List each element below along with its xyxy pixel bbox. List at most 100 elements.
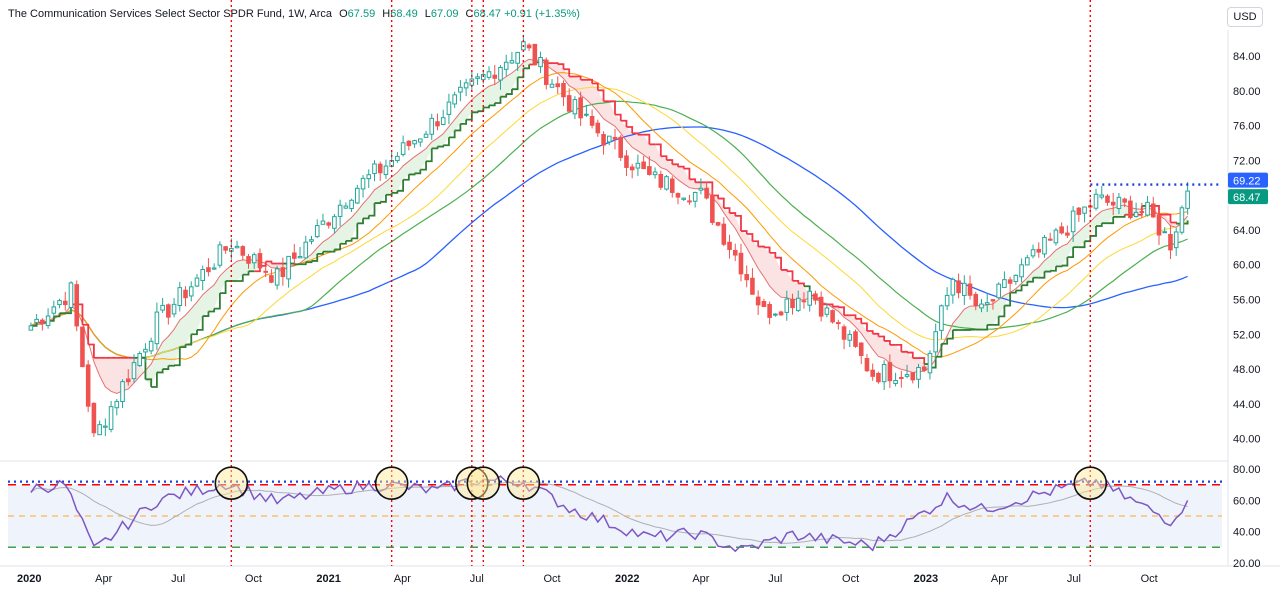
candle-body — [950, 278, 956, 296]
candle — [950, 277, 956, 304]
candle — [125, 369, 131, 386]
cloud-fill-segment — [111, 357, 117, 394]
candle — [395, 152, 400, 163]
trend-step-segment — [941, 338, 949, 345]
candle-body — [652, 171, 658, 176]
candle-body — [543, 59, 549, 85]
candle-body — [738, 252, 744, 275]
trend-step-segment — [763, 246, 771, 253]
price-axis-tick: 80.00 — [1233, 86, 1261, 98]
candle — [503, 54, 509, 76]
candle-body — [200, 269, 205, 282]
cloud-fill-segment — [620, 120, 627, 141]
time-axis-tick: Jul — [768, 573, 782, 585]
candle — [606, 135, 612, 146]
time-axis-tick: Apr — [394, 573, 411, 585]
candle-body — [584, 113, 589, 116]
trend-step-segment — [1118, 214, 1126, 218]
candle-body — [750, 277, 755, 295]
cloud-fill-segment — [328, 233, 335, 252]
trend-step-segment — [88, 343, 95, 358]
candle-body — [675, 193, 681, 198]
time-axis-tick: Apr — [95, 573, 112, 585]
candle-body — [1070, 210, 1076, 233]
cloud-fill-segment — [580, 79, 587, 100]
trend-step-segment — [655, 143, 662, 157]
currency-button[interactable]: USD — [1227, 7, 1263, 27]
open-label: O — [339, 8, 348, 20]
trend-step-segment — [156, 369, 164, 374]
cloud-fill-segment — [500, 76, 507, 97]
candle — [824, 304, 830, 318]
candle — [1173, 227, 1179, 256]
cloud-fill-segment — [145, 363, 152, 388]
trend-step-segment — [626, 126, 634, 134]
candle-body — [1013, 274, 1019, 282]
candle — [297, 247, 303, 259]
candle — [664, 174, 669, 191]
candle-body — [601, 134, 606, 146]
trend-step-segment — [523, 64, 531, 70]
candle-body — [114, 400, 120, 409]
candle-body — [692, 191, 698, 202]
candle — [773, 313, 778, 317]
symbol-title[interactable]: The Communication Services Select Sector… — [8, 8, 333, 20]
cloud-fill-segment — [998, 295, 1005, 317]
candle — [446, 93, 452, 125]
trend-step-segment — [798, 282, 805, 287]
candle — [595, 119, 601, 137]
candle — [698, 178, 704, 195]
cloud-fill-segment — [448, 119, 455, 138]
candle-body — [400, 142, 406, 155]
candle — [750, 268, 755, 295]
candle — [486, 66, 492, 80]
candle — [240, 244, 246, 261]
candle — [366, 169, 372, 188]
trend-step-segment — [615, 113, 622, 121]
cloud-fill-segment — [958, 309, 965, 331]
cloud-fill-segment — [494, 80, 501, 103]
candle — [755, 290, 761, 316]
candle-body — [916, 366, 921, 380]
cloud-fill-segment — [202, 289, 209, 317]
candle — [257, 248, 263, 269]
cloud-fill-segment — [975, 305, 982, 330]
candle-body — [532, 43, 538, 66]
trend-step-segment — [918, 357, 926, 365]
trend-step-segment — [1107, 216, 1115, 225]
candle — [1013, 274, 1019, 285]
candle-body — [669, 178, 675, 193]
candle-body — [526, 44, 532, 49]
cloud-fill-segment — [374, 186, 381, 204]
cloud-fill-segment — [878, 336, 885, 359]
trend-step-segment — [992, 316, 1000, 326]
cloud-fill-segment — [557, 64, 564, 79]
cloud-fill-segment — [763, 247, 770, 286]
trend-step-segment — [643, 133, 651, 145]
trend-step-segment — [443, 137, 450, 147]
cloud-fill-segment — [351, 211, 358, 239]
cloud-fill-segment — [1050, 250, 1056, 271]
cloud-fill-segment — [729, 213, 736, 229]
candle — [761, 298, 767, 308]
trend-step-segment — [1004, 292, 1012, 307]
candle — [166, 303, 171, 325]
candle-body — [578, 97, 583, 119]
candle-body — [360, 177, 366, 190]
candle-body — [246, 256, 251, 264]
candle-body — [45, 315, 51, 327]
time-axis-tick: 2021 — [316, 573, 340, 585]
trend-step-segment — [363, 215, 370, 220]
candle-body — [1122, 198, 1127, 203]
signal-circle — [1073, 466, 1108, 500]
trend-step-segment — [592, 82, 599, 91]
candle-body — [74, 284, 80, 327]
candle — [532, 43, 538, 66]
candle-body — [1162, 231, 1168, 234]
cloud-fill-segment — [746, 233, 753, 259]
cloud-fill-segment — [660, 156, 667, 170]
cloud-fill-segment — [981, 304, 988, 330]
trend-step-segment — [895, 343, 903, 352]
candle-body — [160, 304, 165, 311]
